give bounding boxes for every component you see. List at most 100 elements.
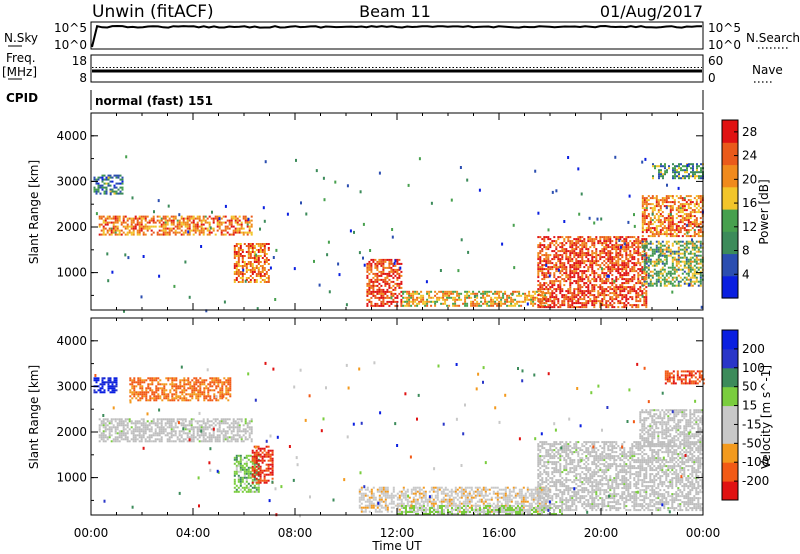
colorbar-tick-label: -15 [742, 417, 762, 431]
echo-region [641, 240, 704, 287]
y-tick-label: 2000 [56, 220, 87, 234]
power-axis-ticks: 1000 2000 3000 4000 [56, 112, 704, 310]
colorbar-tick-label: 15 [742, 399, 757, 413]
velocity-axis-ticks: 1000 2000 3000 4000 [56, 317, 704, 515]
power-panel: 1000 2000 3000 4000 Slant Range [km] [27, 112, 704, 313]
scattered-echoes [94, 361, 697, 518]
echo-region [652, 163, 704, 180]
power-echo-marks [93, 155, 704, 313]
nsky-trace [91, 24, 702, 48]
x-tick-label: 04:00 [176, 526, 211, 540]
freq-tick-bottom: 8 [79, 71, 87, 85]
colorbar-tick-label: 200 [742, 342, 765, 356]
nave-tick-top: 60 [708, 54, 723, 68]
time-axis-label: Time UT [371, 539, 422, 553]
colorbar-swatch [722, 231, 738, 255]
colorbar-swatch [722, 462, 738, 482]
colorbar-swatch [722, 275, 738, 299]
echo-region [537, 441, 704, 512]
colorbar-swatch [722, 424, 738, 444]
colorbar-tick-label: 8 [742, 244, 750, 258]
scattered-echoes [95, 155, 704, 313]
freq-label: Freq. [6, 51, 36, 65]
freq-panel: Freq. [MHz] 18 8 60 0 Nave [2, 51, 783, 85]
colorbar-swatch [722, 348, 738, 369]
echo-region [129, 377, 232, 402]
nsky-panel: N.Sky 10^5 10^0 10^5 10^0 N.Search [4, 21, 800, 52]
y-tick-label: 1000 [56, 266, 87, 280]
colorbar-swatch [722, 253, 738, 277]
date-title: 01/Aug/2017 [600, 2, 703, 21]
y-tick-label: 3000 [56, 379, 87, 393]
echo-region [366, 258, 403, 307]
colorbar-swatch [722, 164, 738, 188]
power-colorbar: 4 8 12 16 20 24 28 [721, 119, 757, 299]
colorbar-tick-label: 50 [742, 380, 757, 394]
nsky-tick-bottom: 10^0 [54, 38, 87, 52]
echo-region [664, 370, 705, 385]
colorbar-tick-label: 20 [742, 172, 757, 186]
colorbar-swatch [722, 386, 738, 407]
nave-label: Nave [752, 63, 783, 77]
echo-region [537, 236, 648, 309]
velocity-echo-marks [93, 361, 705, 518]
colorbar-tick-label: 12 [742, 220, 757, 234]
colorbar-tick-label: 100 [742, 361, 765, 375]
colorbar-swatch [722, 209, 738, 232]
cpid-mode: normal (fast) 151 [95, 94, 213, 108]
echo-region [251, 445, 274, 484]
x-tick-label: 08:00 [278, 526, 313, 540]
colorbar-tick-label: -200 [742, 474, 769, 488]
cpid-panel: CPID normal (fast) 151 [6, 90, 704, 110]
station-title: Unwin (fitACF) [92, 2, 214, 22]
x-tick-label: 00:00 [686, 526, 721, 540]
power-ylabel: Slant Range [km] [27, 160, 41, 264]
x-tick-label: 00:00 [74, 526, 109, 540]
nsky-label: N.Sky [4, 31, 38, 45]
echo-region [233, 454, 260, 493]
colorbar-swatch [722, 120, 738, 143]
nsky-tick-top: 10^5 [54, 21, 87, 35]
time-axis: 00:00 04:00 08:00 12:00 16:00 20:00 00:00 [74, 526, 721, 540]
freq-unit-label: [MHz] [2, 65, 37, 79]
x-tick-label: 12:00 [380, 526, 415, 540]
echo-region [402, 290, 547, 307]
colorbar-swatch [722, 481, 738, 501]
y-tick-label: 4000 [56, 129, 87, 143]
colorbar-swatch [722, 330, 738, 350]
colorbar-swatch [722, 405, 738, 425]
power-colorbar-label: Power [dB] [757, 179, 771, 244]
y-tick-label: 1000 [56, 471, 87, 485]
colorbar-tick-label: 16 [742, 196, 757, 210]
nsearch-tick-top: 10^5 [708, 21, 741, 35]
y-tick-label: 3000 [56, 174, 87, 188]
colorbar-swatch [722, 142, 738, 166]
x-tick-label: 16:00 [482, 526, 517, 540]
colorbar-swatch [722, 367, 738, 388]
y-tick-label: 4000 [56, 334, 87, 348]
cpid-label: CPID [6, 91, 38, 105]
echo-region [98, 215, 253, 236]
colorbar-swatch [722, 443, 738, 463]
colorbar-tick-label: 28 [742, 125, 757, 139]
nave-tick-bottom: 0 [708, 71, 716, 85]
y-tick-label: 2000 [56, 425, 87, 439]
echo-region [98, 418, 253, 443]
velocity-panel: 1000 2000 3000 4000 Slant Range [km] [27, 317, 705, 518]
nsearch-tick-bottom: 10^0 [708, 38, 741, 52]
echo-region [639, 409, 704, 448]
echo-region [233, 243, 270, 283]
echo-region [358, 486, 551, 513]
freq-tick-top: 18 [72, 54, 87, 68]
nsearch-label: N.Search [746, 31, 800, 45]
velocity-colorbar: -200 -100 -50 -15 15 50 100 200 [721, 329, 769, 501]
colorbar-tick-label: -50 [742, 436, 762, 450]
colorbar-tick-label: 24 [742, 149, 757, 163]
beam-title: Beam 11 [359, 2, 431, 21]
velocity-ylabel: Slant Range [km] [27, 365, 41, 469]
colorbar-tick-label: -100 [742, 455, 769, 469]
x-tick-label: 20:00 [584, 526, 619, 540]
colorbar-swatch [722, 186, 738, 210]
velocity-colorbar-label: Velocity [m s^-1] [759, 365, 773, 469]
